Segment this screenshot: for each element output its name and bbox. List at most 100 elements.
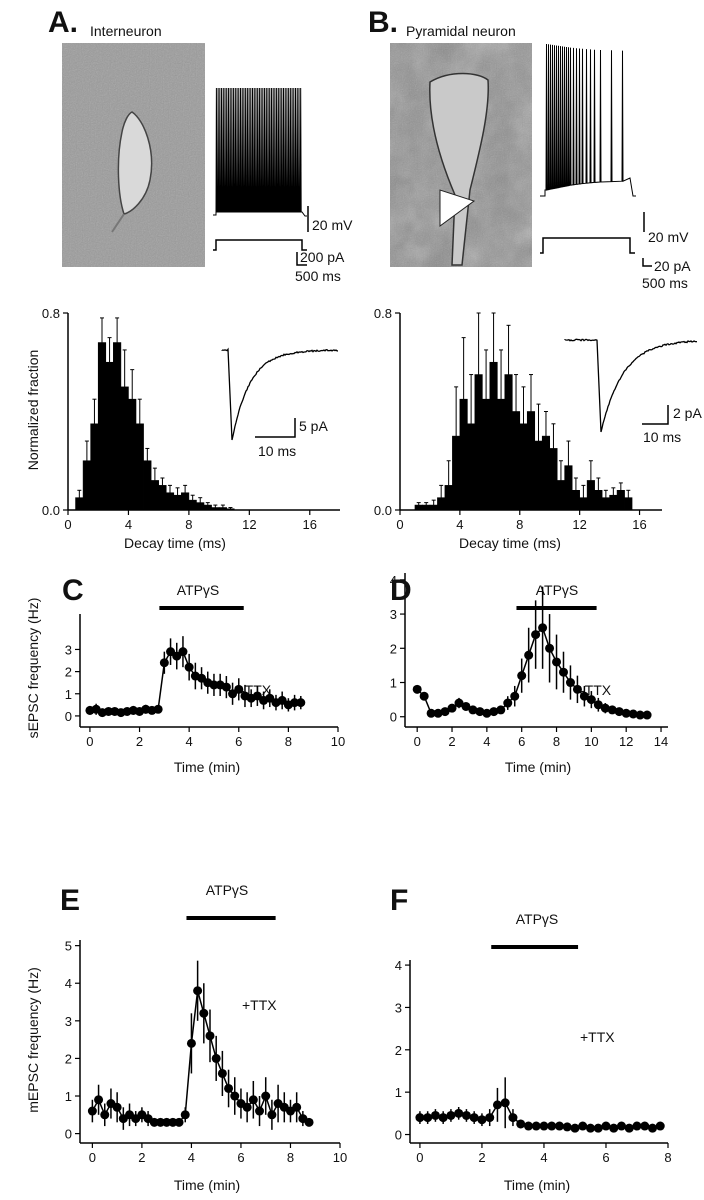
x-tick-label: 6 [235,734,242,749]
data-point [175,1118,184,1127]
x-tick-label: 4 [125,517,132,532]
data-point [566,678,575,687]
data-point [485,1113,494,1122]
data-point [632,1122,641,1131]
bar [76,498,84,510]
panel-label: D [390,574,412,607]
bar [595,490,602,510]
bar [445,485,452,510]
data-point [517,671,526,680]
scale-bar [643,258,652,266]
x-tick-label: 4 [483,734,490,749]
bar [467,424,474,510]
y-tick-label: 0 [65,1127,72,1142]
bar [430,505,437,510]
x-tick-label: 10 [331,734,345,749]
bar [490,362,497,510]
data-point [510,692,519,701]
chart: 0.00.80 4 8 12 16Normalized fractionDecay ti… [25,306,340,551]
x-tick-label: 6 [518,734,525,749]
x-tick-label: 2 [138,1150,145,1165]
data-point [94,1095,103,1104]
bar [113,343,121,510]
panel-label: A. [48,6,78,39]
bar [128,399,136,510]
data-point [261,1092,270,1101]
data-point [234,685,243,694]
data-point [503,699,512,708]
scale-label: 10 ms [643,429,681,445]
data-point [413,685,422,694]
data-point [439,1113,448,1122]
x-tick-label: 8 [287,1150,294,1165]
data-point [545,644,554,653]
y-axis-label: sEPSC frequency (Hz) [25,598,41,739]
data-point [578,1122,587,1131]
data-line [417,628,647,715]
panel-label: C [62,574,84,607]
y-tick-label: 3 [395,1000,402,1015]
bar [151,480,159,510]
treatment-label: ATPγS [177,582,220,598]
y-tick-label: 3 [65,642,72,657]
scale-label: 2 pA [673,405,702,421]
data-point [249,1095,258,1104]
chart: 012340 2 4 6 8Time (min)FATPγS+TTX [390,884,672,1193]
data-point [643,711,652,720]
x-tick-label: 2 [136,734,143,749]
x-axis-label: Decay time (ms) [124,535,226,551]
data-point [154,705,163,714]
annotation: +TTX [242,997,277,1013]
data-point [532,1122,541,1131]
x-tick-label: 0 [86,734,93,749]
x-tick-label: 4 [456,517,463,532]
data-point [570,1124,579,1133]
bar [181,493,189,510]
bar [527,412,534,511]
data-point [255,1107,264,1116]
data-point [656,1122,665,1131]
data-point [524,651,533,660]
x-axis-label: Time (min) [174,759,240,775]
x-tick-label: 8 [553,734,560,749]
x-tick-label: 8 [664,1150,671,1165]
current-step [540,238,635,253]
micrograph-a [62,43,205,267]
bar [83,461,91,510]
x-tick-label: 0 [89,1150,96,1165]
y-tick-label: 2 [390,641,397,656]
bar [91,424,99,510]
chart: 0123450 2 4 6 8 10mEPSC frequency (Hz)Time (m… [25,882,347,1193]
data-point [100,1110,109,1119]
bar [497,399,504,510]
x-tick-label: 10 [333,1150,347,1165]
bar [482,399,489,510]
y-tick-label: 1 [390,676,397,691]
x-tick-label: 2 [448,734,455,749]
y-tick-label: 3 [390,607,397,622]
data-point [292,1103,301,1112]
y-axis-label: mEPSC frequency (Hz) [25,967,41,1112]
x-tick-label: 6 [602,1150,609,1165]
data-point [609,1124,618,1133]
data-point [594,1124,603,1133]
x-tick-label: 8 [285,734,292,749]
data-point [559,668,568,677]
bar [422,505,429,510]
data-point [563,1122,572,1131]
bar [535,441,542,510]
data-point [640,1122,649,1131]
data-point [462,1111,471,1120]
x-axis-label: Time (min) [504,1177,570,1193]
data-point [178,647,187,656]
spike-train [213,88,307,216]
data-point [187,1039,196,1048]
panel-label: B. [368,6,398,39]
x-tick-label: 16 [303,517,317,532]
data-point [617,1122,626,1131]
scale-label: 500 ms [295,268,341,284]
scale-label: 5 pA [299,418,328,434]
data-point [160,658,169,667]
x-tick-label: 2 [478,1150,485,1165]
